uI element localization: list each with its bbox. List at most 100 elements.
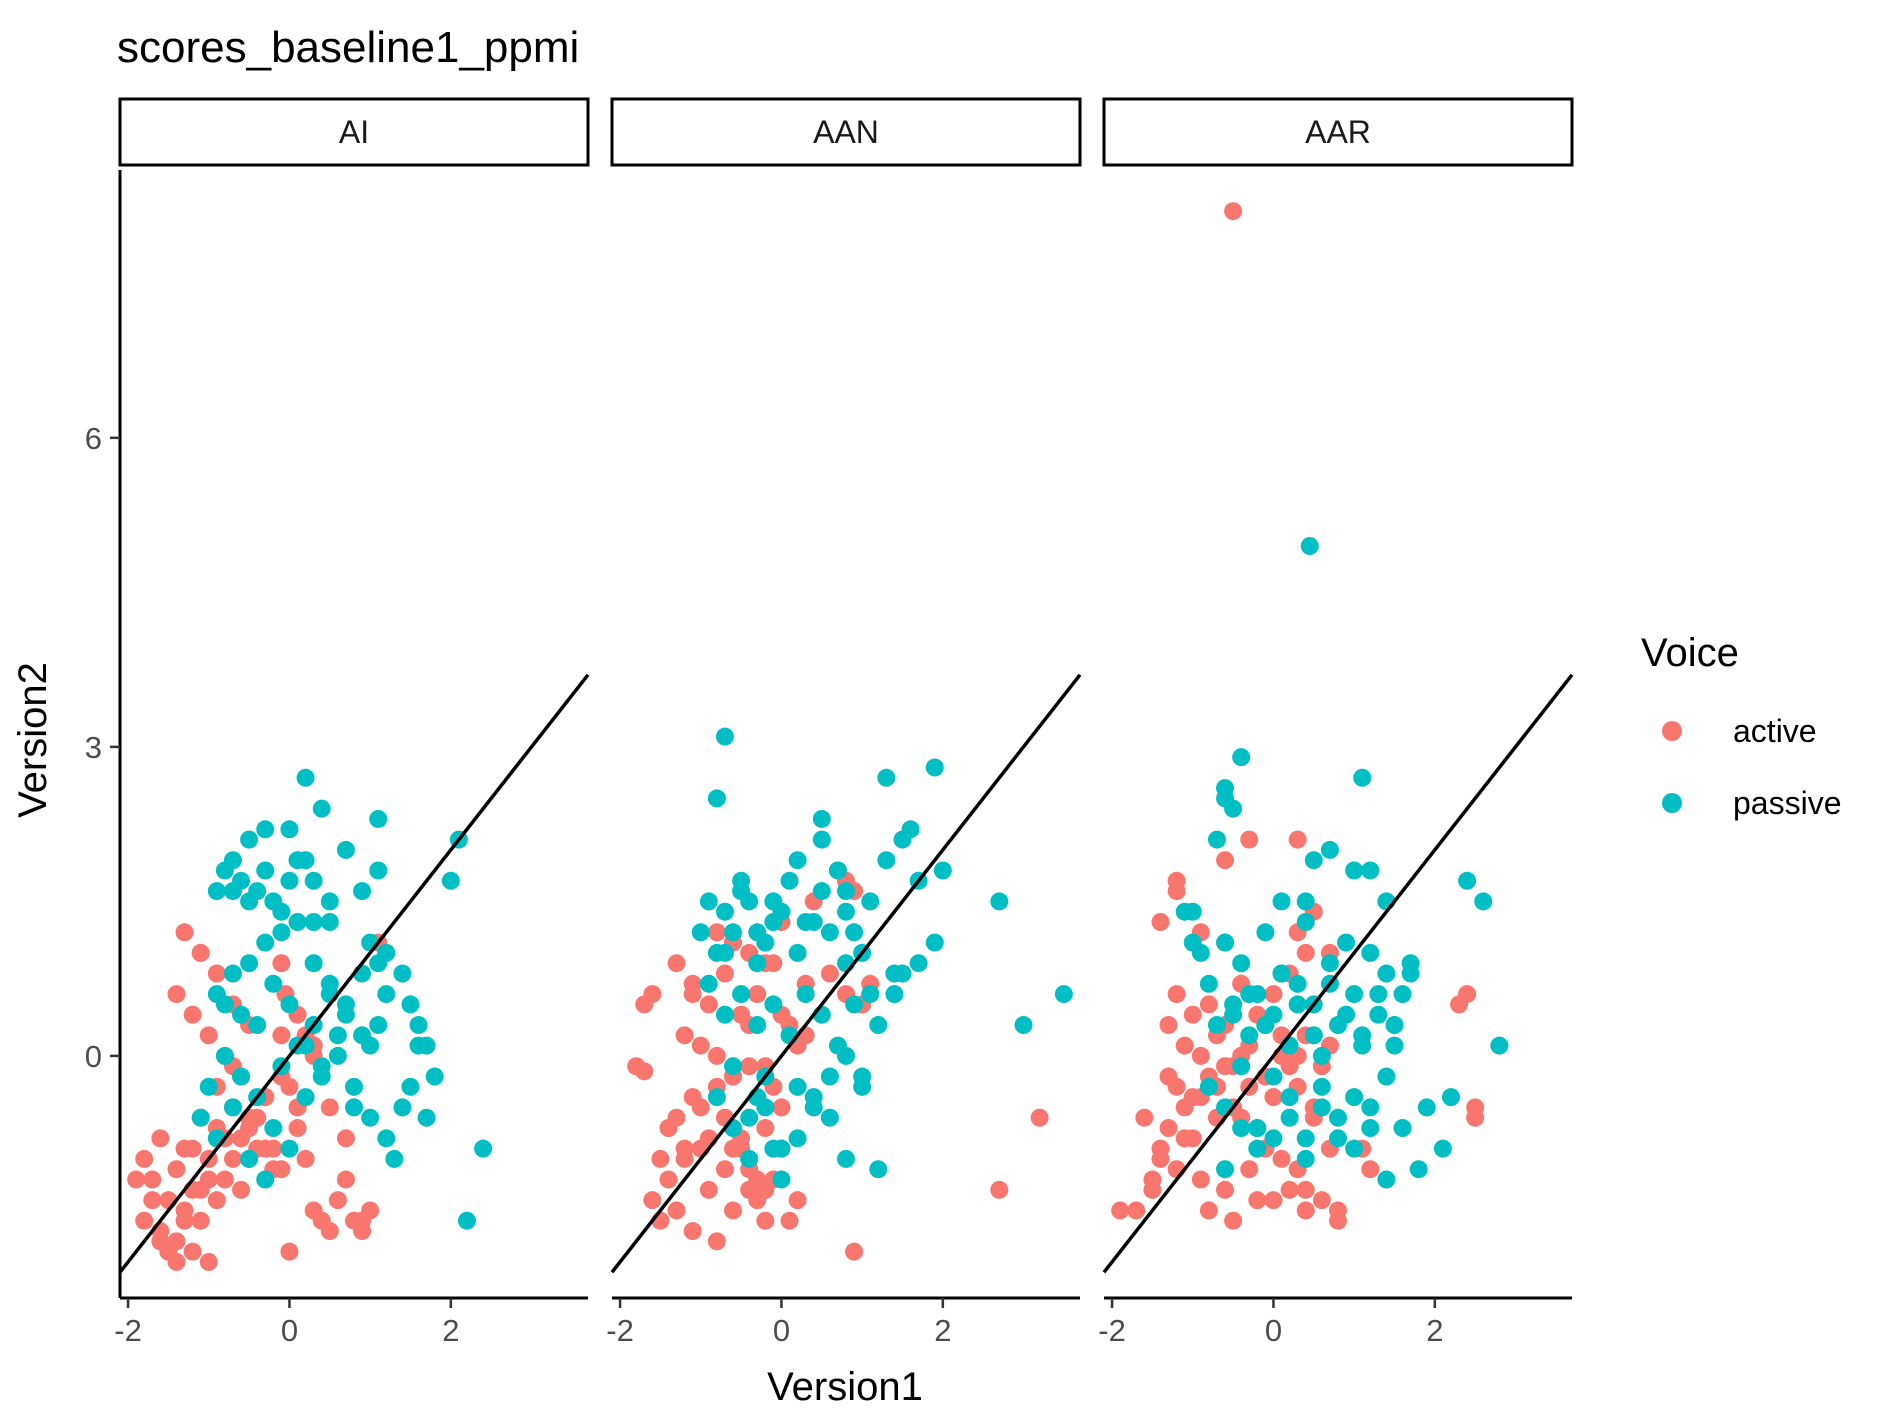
point-active-ai (223, 1149, 242, 1168)
legend-title: Voice (1641, 631, 1739, 675)
point-active-ai (256, 1139, 275, 1158)
legend-key-active (1662, 721, 1682, 741)
point-passive-aan (707, 789, 726, 808)
point-passive-aan (925, 758, 944, 777)
point-active-aar (1151, 1149, 1170, 1168)
point-passive-ai (248, 1016, 267, 1035)
point-passive-aan (707, 1088, 726, 1107)
x-tick-label-ai: 0 (281, 1313, 298, 1348)
point-passive-aar (1232, 1119, 1251, 1138)
point-passive-ai (417, 1036, 436, 1055)
point-active-aan (715, 1160, 734, 1179)
point-active-ai (167, 985, 186, 1004)
point-passive-aar (1474, 892, 1493, 911)
point-passive-ai (280, 995, 299, 1014)
point-passive-aar (1441, 1088, 1460, 1107)
point-passive-ai (280, 820, 299, 839)
point-active-aar (1458, 985, 1477, 1004)
point-active-aar (1127, 1201, 1146, 1220)
point-passive-ai (312, 799, 331, 818)
point-passive-ai (280, 871, 299, 890)
point-passive-ai (401, 1077, 420, 1096)
point-active-ai (353, 1211, 372, 1230)
point-passive-aan (812, 809, 831, 828)
point-passive-ai (336, 995, 355, 1014)
point-active-aar (1224, 202, 1243, 221)
point-active-aar (1296, 1180, 1315, 1199)
point-passive-ai (223, 1098, 242, 1117)
point-passive-aar (1272, 892, 1291, 911)
point-passive-aan (780, 871, 799, 890)
point-passive-ai (223, 964, 242, 983)
point-passive-ai (320, 913, 339, 931)
point-passive-aar (1369, 1005, 1388, 1024)
point-passive-aan (788, 1077, 807, 1096)
point-passive-aar (1248, 1139, 1267, 1158)
point-active-aar (1264, 1088, 1283, 1107)
point-passive-aan (853, 1067, 872, 1086)
point-passive-ai (417, 1108, 436, 1127)
point-passive-aar (1361, 861, 1380, 880)
point-passive-aan (837, 1149, 855, 1168)
point-passive-aar (1272, 964, 1291, 983)
point-passive-aan (812, 830, 831, 849)
point-active-aar (1280, 1180, 1299, 1199)
point-passive-aan (990, 892, 1009, 911)
point-passive-aar (1280, 1108, 1299, 1127)
point-active-ai (175, 923, 194, 942)
point-active-aan (667, 954, 686, 973)
point-passive-aar (1377, 1067, 1396, 1086)
point-passive-aan (732, 985, 751, 1004)
point-passive-aan (764, 892, 783, 911)
point-active-ai (135, 1211, 154, 1230)
point-active-ai (191, 943, 210, 962)
point-passive-aar (1337, 1005, 1356, 1024)
legend-entries: active passive (1662, 713, 1842, 821)
point-passive-aar (1409, 1160, 1428, 1179)
point-passive-aar (1377, 1170, 1396, 1189)
point-passive-ai (304, 913, 323, 931)
point-passive-aar (1393, 1119, 1412, 1138)
point-active-aan (659, 1170, 678, 1189)
point-active-ai (199, 1026, 218, 1045)
point-passive-aan (732, 871, 751, 890)
point-passive-ai (240, 954, 259, 973)
point-passive-aar (1353, 1036, 1372, 1055)
point-passive-ai (232, 1067, 251, 1086)
point-passive-aar (1458, 871, 1477, 890)
point-active-ai (135, 1149, 154, 1168)
point-passive-aar (1207, 830, 1226, 849)
point-passive-ai (369, 809, 388, 828)
point-passive-aan (861, 892, 880, 911)
point-passive-aan (820, 1067, 839, 1086)
point-active-ai (320, 1222, 339, 1241)
point-passive-ai (320, 974, 339, 993)
point-active-ai (328, 1191, 347, 1210)
point-passive-aan (1014, 1016, 1033, 1035)
point-passive-aan (724, 923, 743, 942)
point-active-aar (1288, 830, 1307, 849)
point-passive-aan (764, 913, 783, 931)
point-passive-aan (837, 1046, 855, 1065)
point-passive-aan (812, 882, 831, 901)
point-passive-aan (788, 1129, 807, 1148)
point-passive-ai (304, 871, 323, 890)
point-passive-aar (1377, 964, 1396, 983)
point-active-ai (336, 1129, 355, 1148)
point-passive-aan (1054, 985, 1073, 1004)
panel-aar (1102, 202, 1574, 1274)
point-passive-aar (1304, 1026, 1323, 1045)
point-passive-ai (240, 830, 259, 849)
point-passive-aar (1329, 1108, 1347, 1127)
point-passive-aar (1369, 985, 1388, 1004)
x-tick-label-aan: -2 (606, 1313, 634, 1348)
point-passive-ai (377, 1129, 396, 1148)
point-passive-aan (748, 954, 767, 973)
point-active-aan (675, 1139, 694, 1158)
point-passive-aar (1264, 1129, 1283, 1148)
point-active-ai (336, 1170, 355, 1189)
point-passive-ai (191, 1108, 210, 1127)
facet-strip-ai (118, 97, 590, 167)
point-active-aan (699, 995, 718, 1014)
legend-key-passive (1662, 793, 1682, 813)
